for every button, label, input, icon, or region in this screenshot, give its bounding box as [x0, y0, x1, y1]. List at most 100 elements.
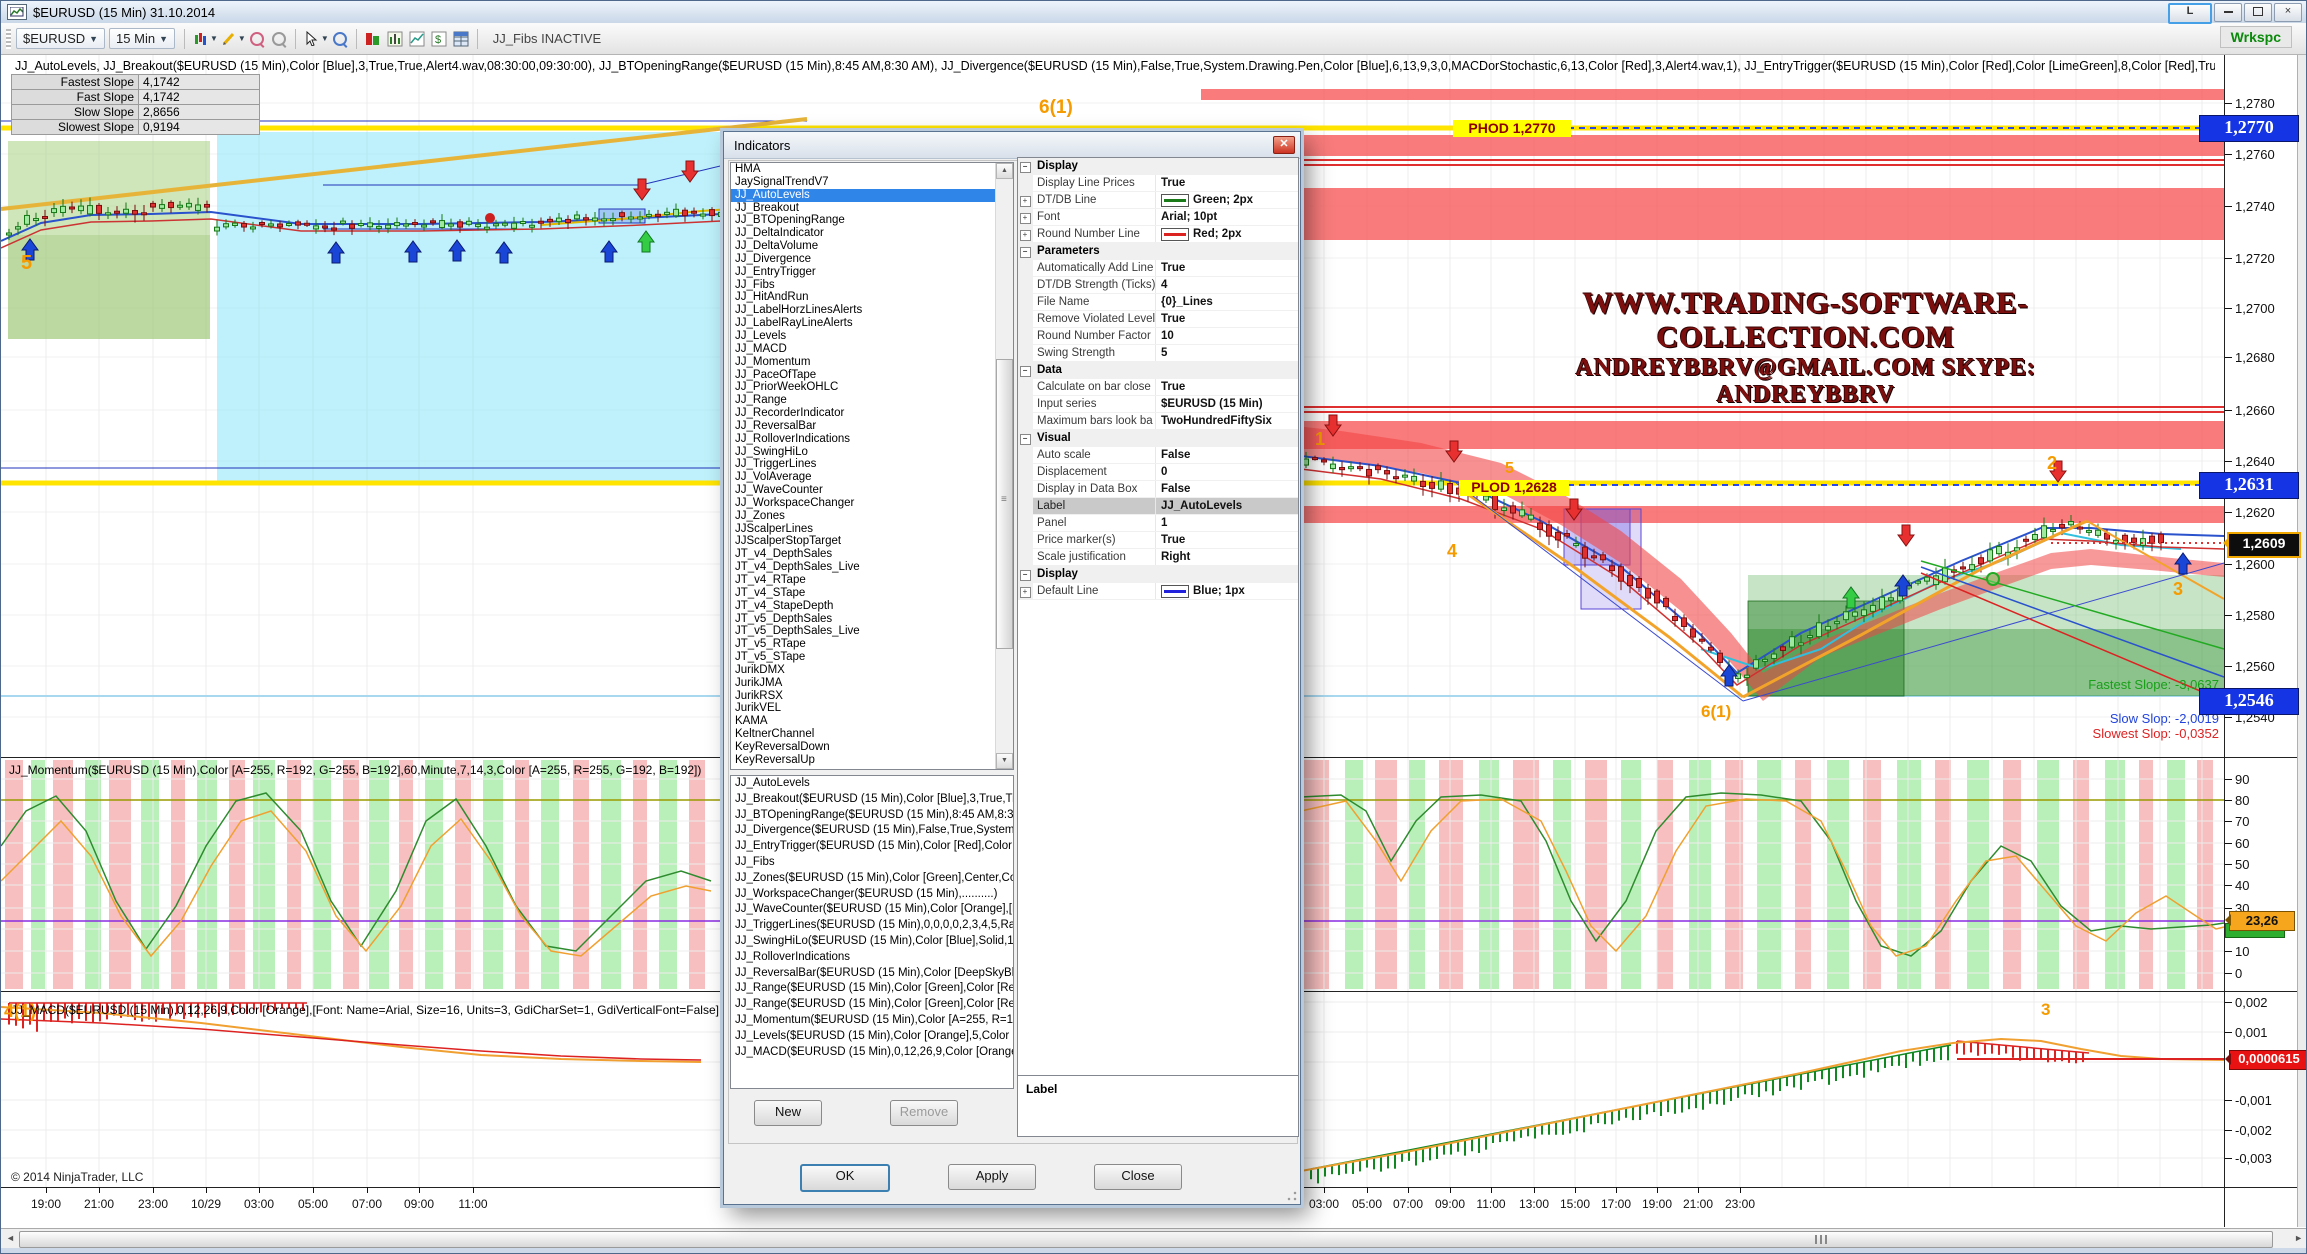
- property-row[interactable]: Swing Strength 5: [1018, 345, 1298, 362]
- property-row[interactable]: Display Line Prices True: [1018, 175, 1298, 192]
- scrollbar-thumb[interactable]: [996, 359, 1013, 649]
- indicator-list-item[interactable]: JT_v4_STape: [735, 586, 806, 599]
- indicator-list-item[interactable]: JT_v4_StapeDepth: [735, 599, 834, 612]
- property-row[interactable]: DT/DB Strength (Ticks) 4: [1018, 277, 1298, 294]
- indicator-list-item[interactable]: JJ_WaveCounter: [735, 484, 823, 497]
- horizontal-scrollbar[interactable]: ◄ ►: [1, 1228, 2306, 1249]
- indicator-list-item[interactable]: JJ_LabelRayLineAlerts: [735, 317, 853, 330]
- configured-indicator-item[interactable]: JJ_SwingHiLo($EURUSD (15 Min),Color [Blu…: [735, 934, 1014, 947]
- configured-indicator-item[interactable]: JJ_TriggerLines($EURUSD (15 Min),0,0,0,0…: [735, 919, 1014, 932]
- toolbar-grip[interactable]: [6, 28, 11, 49]
- indicator-list-item[interactable]: JJ_TriggerLines: [735, 458, 817, 471]
- property-row[interactable]: Maximum bars look ba TwoHundredFiftySix: [1018, 413, 1298, 430]
- chevron-down-icon[interactable]: ▼: [237, 34, 246, 43]
- chevron-down-icon[interactable]: ▼: [320, 34, 329, 43]
- property-row[interactable]: + Round Number Line Red; 2px: [1018, 226, 1298, 243]
- property-row[interactable]: + Font Arial; 10pt: [1018, 209, 1298, 226]
- cursor-tool-button[interactable]: [302, 29, 322, 49]
- indicator-list-item[interactable]: JJScalperLines: [735, 522, 813, 535]
- indicator-list-item[interactable]: JJ_DeltaVolume: [735, 240, 819, 253]
- indicator-list-item[interactable]: JJ_Range: [735, 394, 787, 407]
- configured-indicator-item[interactable]: JJ_WorkspaceChanger($EURUSD (15 Min),...…: [735, 887, 998, 900]
- scrollbar-thumb[interactable]: [19, 1231, 2273, 1248]
- configured-indicator-item[interactable]: JJ_BTOpeningRange($EURUSD (15 Min),8:45 …: [735, 808, 1014, 821]
- configured-indicator-item[interactable]: JJ_Levels($EURUSD (15 Min),Color [Orange…: [735, 1029, 1014, 1042]
- scroll-down-icon[interactable]: ▼: [996, 753, 1013, 769]
- scroll-left-icon[interactable]: ◄: [6, 1233, 15, 1243]
- expander-icon[interactable]: +: [1019, 587, 1031, 598]
- close-dialog-button[interactable]: Close: [1094, 1164, 1182, 1190]
- configured-indicator-item[interactable]: JJ_Breakout($EURUSD (15 Min),Color [Blue…: [735, 792, 1014, 805]
- indicator-list-item[interactable]: JJ_RolloverIndications: [735, 432, 851, 445]
- indicator-list-item[interactable]: JJ_HitAndRun: [735, 291, 809, 304]
- configured-indicator-item[interactable]: JJ_MACD($EURUSD (15 Min),0,12,26,9,Color…: [735, 1045, 1014, 1058]
- indicator-list-item[interactable]: JJ_Levels: [735, 329, 787, 342]
- property-row[interactable]: Automatically Add Line True: [1018, 260, 1298, 277]
- property-category[interactable]: − Parameters: [1018, 243, 1298, 260]
- grid-button[interactable]: [451, 29, 471, 49]
- indicator-list-item[interactable]: JT_v4_RTape: [735, 574, 806, 586]
- configured-indicator-item[interactable]: JJ_Range($EURUSD (15 Min),Color [Green],…: [735, 998, 1014, 1011]
- ok-button[interactable]: OK: [800, 1164, 890, 1192]
- configured-indicators-list[interactable]: JJ_AutoLevels JJ_Breakout($EURUSD (15 Min…: [730, 775, 1014, 1089]
- property-row[interactable]: Label JJ_AutoLevels: [1018, 498, 1298, 515]
- vertical-scroll-strip[interactable]: [2297, 55, 2306, 1227]
- indicator-list-item[interactable]: JurikRSX: [735, 689, 783, 702]
- property-grid[interactable]: − Display Display Line Prices True + DT/DB Li…: [1017, 157, 1299, 1077]
- indicator-list-item[interactable]: JurikVEL: [735, 702, 782, 715]
- property-category[interactable]: − Visual: [1018, 430, 1298, 447]
- chart-style-button[interactable]: [191, 29, 211, 49]
- indicator-list-item[interactable]: JJ_Divergence: [735, 252, 812, 265]
- configured-indicator-item[interactable]: JJ_Momentum($EURUSD (15 Min),Color [A=25…: [735, 1013, 1014, 1026]
- property-row[interactable]: Round Number Factor 10: [1018, 328, 1298, 345]
- indicator-list-item[interactable]: JaySignalTrendV7: [735, 175, 829, 188]
- configured-indicator-item[interactable]: JJ_Range($EURUSD (15 Min),Color [Green],…: [735, 982, 1014, 995]
- indicator-list-item[interactable]: JJ_RecorderIndicator: [735, 407, 845, 420]
- property-row[interactable]: Calculate on bar close True: [1018, 379, 1298, 396]
- configured-indicator-item[interactable]: JJ_AutoLevels: [735, 777, 810, 789]
- indicator-list-item[interactable]: KAMA: [735, 715, 768, 728]
- property-row[interactable]: File Name {0}_Lines: [1018, 294, 1298, 311]
- indicator-list-item[interactable]: JJ_PaceOfTape: [735, 368, 817, 381]
- line-chart-button[interactable]: [407, 29, 427, 49]
- title-bar[interactable]: $EURUSD (15 Min) 31.10.2014: [1, 1, 2306, 24]
- property-row[interactable]: Scale justification Right: [1018, 549, 1298, 566]
- configured-indicator-item[interactable]: JJ_EntryTrigger($EURUSD (15 Min),Color […: [735, 840, 1014, 853]
- indicator-list-item[interactable]: JT_v4_DepthSales_Live: [735, 561, 860, 574]
- indicator-list-item[interactable]: HMA: [735, 163, 761, 175]
- indicator-list-item[interactable]: JJ_Zones: [735, 509, 785, 522]
- chevron-down-icon[interactable]: ▼: [210, 34, 218, 43]
- configured-indicator-item[interactable]: JJ_WaveCounter($EURUSD (15 Min),Color [O…: [735, 903, 1014, 916]
- property-row[interactable]: Panel 1: [1018, 515, 1298, 532]
- property-row[interactable]: Remove Violated Level True: [1018, 311, 1298, 328]
- indicator-list-item[interactable]: JJ_Fibs: [735, 278, 775, 291]
- property-row[interactable]: Display in Data Box False: [1018, 481, 1298, 498]
- dialog-resize-grip[interactable]: [1287, 1191, 1297, 1201]
- property-row[interactable]: Price marker(s) True: [1018, 532, 1298, 549]
- account-button[interactable]: $: [429, 29, 449, 49]
- indicator-list-item[interactable]: JT_v5_STape: [735, 651, 806, 664]
- property-row[interactable]: + DT/DB Line Green; 2px: [1018, 192, 1298, 209]
- indicator-list-item[interactable]: JT_v5_RTape: [735, 638, 806, 651]
- restore-button[interactable]: [2244, 3, 2272, 22]
- indicator-list-item[interactable]: JJ_WorkspaceChanger: [735, 496, 855, 509]
- instrument-selector[interactable]: $EURUSD ▼: [16, 28, 106, 49]
- expander-icon[interactable]: +: [1019, 196, 1031, 207]
- indicator-list-item[interactable]: JJ_MACD: [735, 342, 787, 355]
- analyze-button[interactable]: [330, 29, 350, 49]
- expander-icon[interactable]: +: [1019, 213, 1031, 224]
- configured-indicator-item[interactable]: JJ_ReversalBar($EURUSD (15 Min),Color [D…: [735, 966, 1014, 979]
- indicator-list-item[interactable]: JJ_Momentum: [735, 355, 811, 368]
- dialog-close-button[interactable]: ✕: [1273, 136, 1295, 154]
- indicator-list-item[interactable]: JJ_EntryTrigger: [735, 265, 816, 278]
- dialog-title-bar[interactable]: Indicators: [724, 132, 1300, 159]
- indicator-list-item[interactable]: JJ_PriorWeekOHLC: [735, 381, 839, 394]
- available-indicators-list[interactable]: HMA JaySignalTrendV7 JJ_AutoLevels JJ_Break…: [730, 162, 1014, 770]
- market-analyzer-button[interactable]: [363, 29, 383, 49]
- property-row[interactable]: Input series $EURUSD (15 Min): [1018, 396, 1298, 413]
- property-row[interactable]: Displacement 0: [1018, 464, 1298, 481]
- configured-indicator-item[interactable]: JJ_Zones($EURUSD (15 Min),Color [Green],…: [735, 871, 1014, 884]
- indicator-list-item[interactable]: JurikDMX: [735, 663, 785, 676]
- indicator-list-item[interactable]: JJ_DeltaIndicator: [735, 227, 824, 240]
- indicator-list-item[interactable]: JJ_Breakout: [735, 201, 799, 214]
